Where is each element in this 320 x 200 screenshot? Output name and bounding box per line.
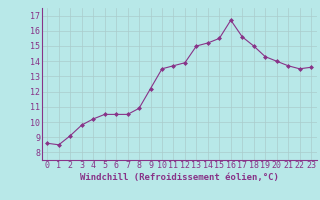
X-axis label: Windchill (Refroidissement éolien,°C): Windchill (Refroidissement éolien,°C) (80, 173, 279, 182)
